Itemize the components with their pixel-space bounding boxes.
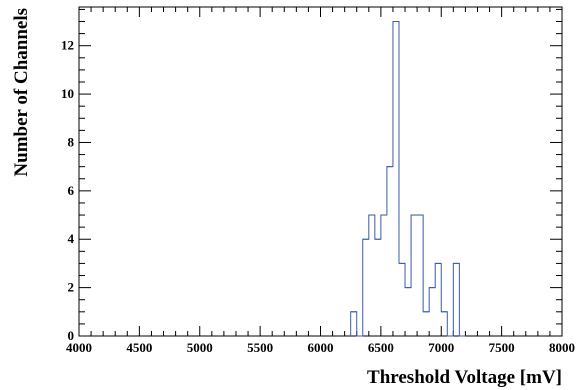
x-tick-label: 6500 <box>368 340 394 355</box>
x-tick-label: 6000 <box>308 340 334 355</box>
y-tick-label: 12 <box>61 38 74 53</box>
y-tick-label: 6 <box>68 183 75 198</box>
y-tick-label: 0 <box>68 328 75 343</box>
y-tick-labels: 0 2 4 6 8 10 12 <box>61 38 75 343</box>
x-tick-label: 7500 <box>489 340 515 355</box>
y-tick-label: 10 <box>61 86 74 101</box>
x-tick-label: 5000 <box>187 340 213 355</box>
y-tick-label: 8 <box>68 134 75 149</box>
x-tick-label: 4500 <box>126 340 152 355</box>
histogram-bins <box>350 21 466 337</box>
axis-ticks <box>78 7 563 337</box>
x-tick-label: 7000 <box>428 340 454 355</box>
x-tick-label: 5500 <box>247 340 273 355</box>
x-tick-label: 8000 <box>549 340 575 355</box>
y-tick-label: 2 <box>68 280 75 295</box>
x-axis-label: Threshold Voltage [mV] <box>367 367 562 388</box>
plot-border <box>78 6 563 337</box>
plot-frame <box>78 6 563 337</box>
y-tick-label: 4 <box>68 231 75 246</box>
y-axis-label: Number of Channels <box>11 8 32 177</box>
histogram-outline <box>350 21 466 337</box>
x-tick-labels: 4000 4500 5000 5500 6000 6500 7000 7500 8000 <box>66 340 575 355</box>
x-tick-label: 4000 <box>66 340 92 355</box>
